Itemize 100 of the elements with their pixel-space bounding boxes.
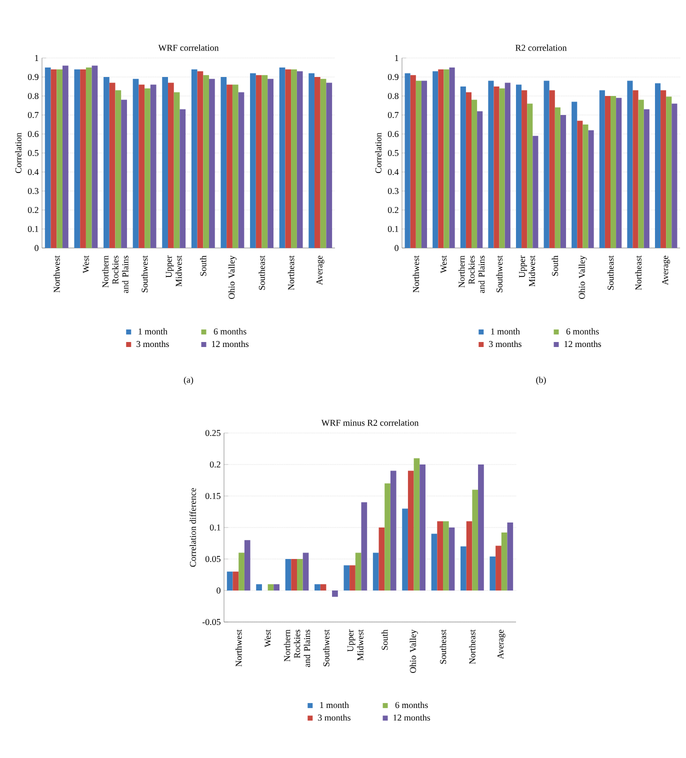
x-tick-label: South	[552, 256, 558, 276]
bar	[532, 136, 538, 248]
x-tick-label: Southeast	[440, 629, 446, 664]
y-axis-title: Correlation	[375, 132, 382, 174]
bar	[414, 458, 420, 590]
bar	[494, 86, 500, 248]
bar	[384, 483, 390, 590]
y-tick-label: 1	[395, 55, 398, 61]
y-tick-label: 0	[216, 587, 220, 594]
legend-label: 1 month	[138, 328, 168, 334]
x-tick-label: Southwest	[323, 629, 330, 666]
bar	[627, 80, 633, 248]
x-tick-label: Northeast	[635, 255, 642, 290]
y-tick-label: 0.5	[28, 150, 38, 156]
bar	[274, 584, 280, 590]
bar	[291, 559, 297, 590]
bar	[599, 90, 605, 248]
x-tick-label: South	[200, 256, 206, 276]
y-tick-label: 0.15	[205, 492, 220, 500]
x-tick-label: Southeast	[607, 255, 614, 290]
x-tick-label: Northwest	[54, 255, 60, 293]
y-axis-title: Correlation	[15, 132, 22, 174]
bar	[168, 82, 174, 248]
bar	[250, 73, 256, 248]
bar	[232, 84, 238, 248]
bar	[610, 96, 616, 248]
bar	[285, 559, 292, 590]
bar	[496, 546, 502, 590]
bar	[444, 69, 450, 248]
bar	[604, 96, 611, 248]
bar	[297, 559, 303, 590]
bar	[302, 552, 309, 590]
bar	[220, 76, 227, 248]
x-tick-label: Northern Rockies and Plains	[458, 256, 485, 293]
bar	[226, 572, 233, 590]
bar	[62, 66, 68, 248]
legend-label: 6 months	[214, 328, 246, 334]
bar	[132, 78, 139, 248]
y-tick-label: 0.2	[210, 461, 220, 468]
x-tick-label: Northern Rockies and Plains	[284, 630, 310, 667]
y-tick-label: 0.1	[210, 524, 220, 531]
bar	[115, 90, 122, 248]
bar	[501, 532, 508, 590]
bar	[326, 82, 332, 248]
chart-title: WRF minus R2 correlation	[321, 419, 419, 426]
x-tick-label: Southwest	[141, 255, 148, 292]
bar	[437, 521, 443, 590]
bar	[144, 88, 150, 248]
bar	[460, 86, 466, 248]
legend-label: 1 month	[320, 702, 349, 708]
y-tick-label: 0	[34, 244, 38, 252]
bar	[244, 540, 250, 590]
bar	[638, 100, 644, 248]
y-tick-label: 0.1	[388, 226, 398, 232]
x-tick-label: West	[82, 255, 89, 274]
bar	[308, 73, 314, 248]
bar	[56, 69, 63, 248]
bar	[320, 78, 326, 248]
bar	[432, 71, 438, 248]
legend-label: 6 months	[395, 702, 428, 708]
bar	[408, 470, 414, 590]
bar	[80, 69, 86, 248]
x-tick-label: Northeast	[288, 255, 294, 290]
bar	[314, 76, 320, 248]
bar	[109, 82, 116, 248]
bar	[279, 67, 286, 248]
bar	[104, 76, 110, 248]
x-tick-label: Average	[662, 256, 670, 286]
bar	[332, 590, 338, 597]
bar	[209, 78, 215, 248]
bar	[291, 69, 297, 248]
bar	[666, 96, 672, 248]
bar	[361, 502, 368, 590]
bar	[438, 69, 444, 248]
y-tick-label: 0.05	[205, 556, 220, 562]
x-tick-label: Average	[316, 256, 324, 286]
legend-label: 3 months	[489, 340, 522, 348]
bar	[86, 67, 92, 248]
y-tick-label: 0.1	[28, 226, 38, 232]
y-tick-label: 0.8	[388, 92, 398, 100]
bar	[443, 521, 449, 590]
bar	[472, 100, 478, 248]
y-tick-label: 1	[35, 55, 38, 61]
bar	[150, 84, 156, 248]
y-tick-label: 0.8	[28, 92, 38, 100]
x-tick-label: Ohio Valley	[228, 255, 237, 299]
bar	[499, 88, 505, 248]
x-tick-label: Southwest	[496, 255, 502, 292]
bar	[232, 572, 239, 590]
x-tick-label: West	[440, 255, 447, 274]
x-tick-label: South	[381, 630, 388, 650]
bar	[448, 528, 455, 590]
bar	[560, 114, 566, 248]
bar	[588, 130, 594, 248]
bar	[268, 584, 274, 590]
bar	[390, 470, 396, 590]
y-tick-label: -0.05	[202, 618, 220, 626]
bar	[344, 565, 350, 590]
legend-label: 3 months	[318, 714, 350, 721]
bar	[660, 90, 666, 248]
